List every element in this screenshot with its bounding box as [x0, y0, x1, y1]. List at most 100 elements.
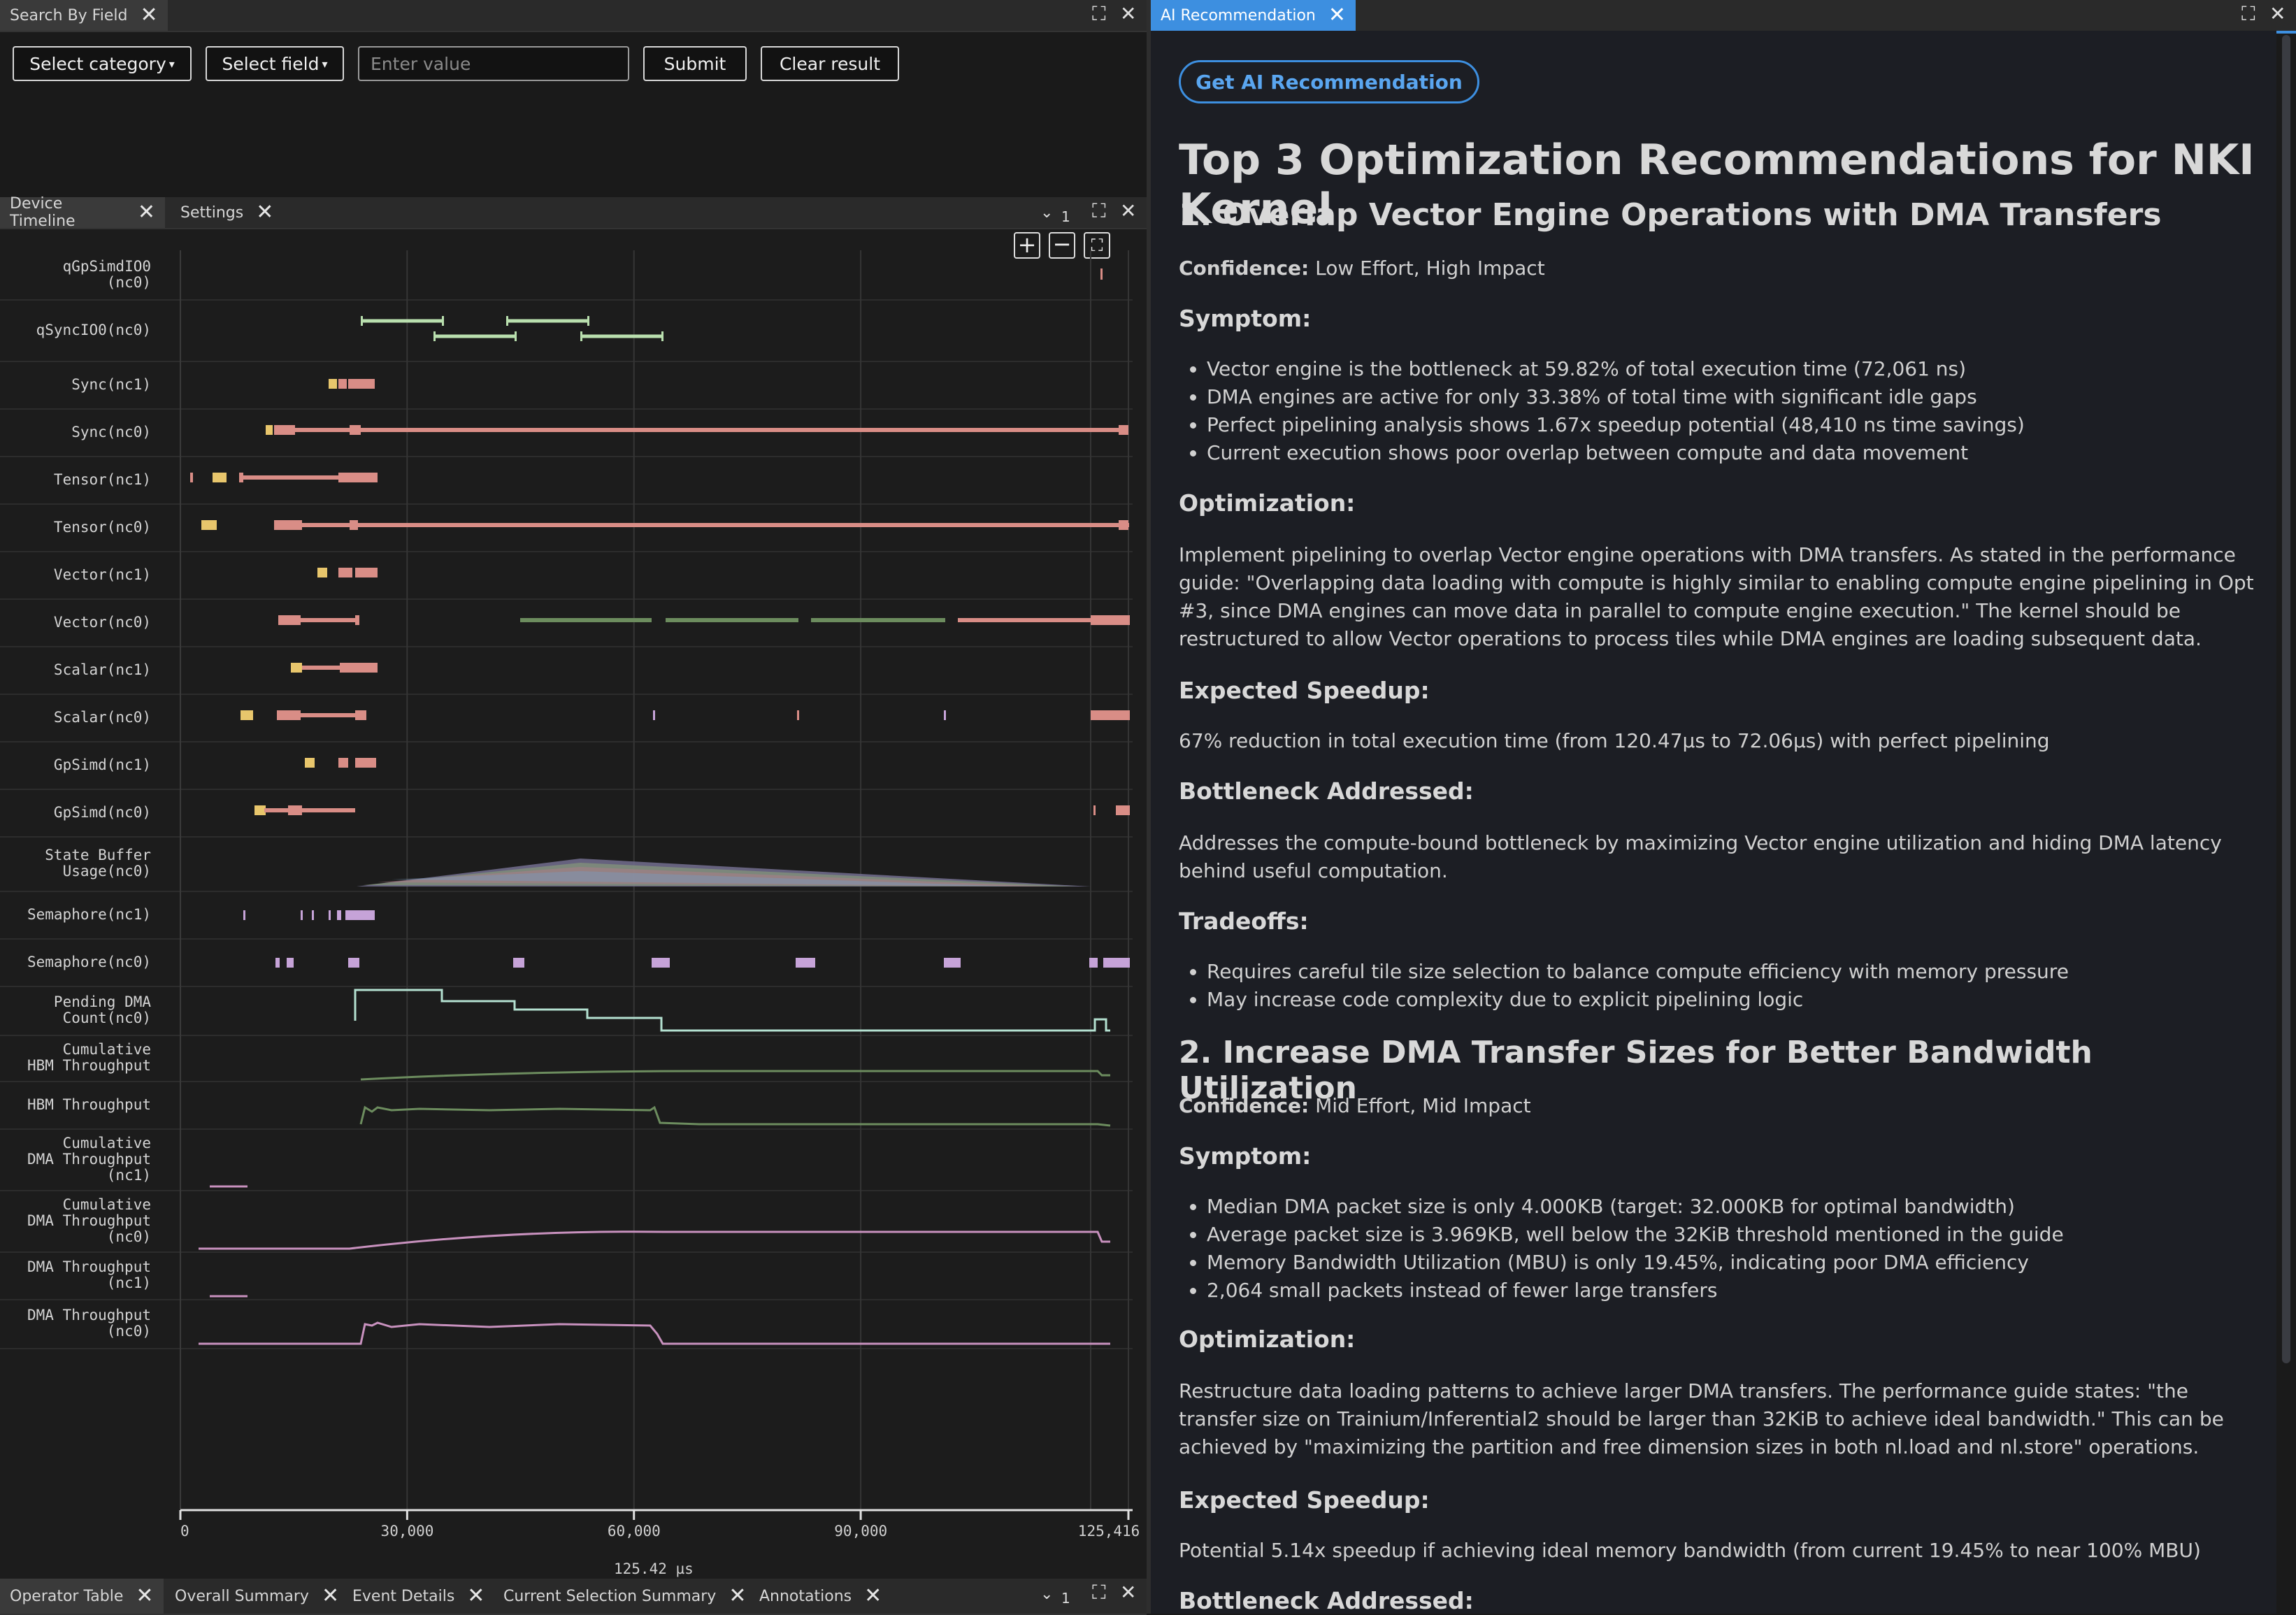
button-label: Get AI Recommendation: [1196, 70, 1463, 94]
timeline-row-label: Tensor(nc1): [53, 471, 151, 488]
row-separator: [0, 938, 1133, 940]
tab-label: Search By Field: [10, 6, 128, 24]
tab-device-timeline[interactable]: Device Timeline ✕: [0, 195, 165, 230]
maximize-icon[interactable]: ⛶: [2241, 2, 2255, 25]
zoom-out-button[interactable]: −: [1049, 232, 1075, 259]
row-separator: [0, 456, 1133, 457]
dropdown-label: Select field: [222, 53, 320, 74]
event-bar: [291, 663, 378, 673]
rec2-optimization-heading: Optimization:: [1179, 1326, 1356, 1353]
rec2-bottleneck-heading: Bottleneck Addressed:: [1179, 1587, 1474, 1614]
tab-label: Event Details: [352, 1587, 455, 1605]
panel-counter: 1: [1061, 1590, 1070, 1607]
panel-splitter[interactable]: [1147, 0, 1151, 1614]
close-icon[interactable]: ✕: [467, 1584, 485, 1608]
event-bar: [254, 805, 1130, 815]
get-ai-recommendation-button[interactable]: Get AI Recommendation: [1179, 60, 1479, 103]
maximize-icon[interactable]: ⛶: [1092, 199, 1106, 222]
tab-ai-recommendation[interactable]: AI Recommendation ✕: [1151, 0, 1356, 31]
rec1-tradeoffs-heading: Tradeoffs:: [1179, 907, 1309, 935]
clear-result-button[interactable]: Clear result: [761, 46, 899, 81]
close-icon[interactable]: ✕: [140, 3, 158, 27]
zoom-in-button[interactable]: +: [1014, 232, 1040, 259]
event-bar: [243, 910, 375, 920]
rec2-speedup-text: Potential 5.14x speedup if achieving ide…: [1179, 1539, 2201, 1562]
fit-view-button[interactable]: ⛶: [1084, 232, 1110, 259]
chevron-down-icon[interactable]: ⌄: [1040, 204, 1054, 222]
ai-recommendation-content: Get AI Recommendation Top 3 Optimization…: [1151, 31, 2276, 1614]
tab-current-selection-summary[interactable]: Current Selection Summary ✕: [494, 1579, 756, 1614]
close-icon[interactable]: ✕: [1120, 2, 1137, 25]
submit-button[interactable]: Submit: [643, 46, 747, 81]
timeline-canvas[interactable]: [0, 229, 1147, 1572]
timeline-row-label: qGpSimdIO0 (nc0): [62, 258, 151, 291]
list-item: Memory Bandwidth Utilization (MBU) is on…: [1207, 1249, 2064, 1277]
select-category-dropdown[interactable]: Select category ▾: [13, 46, 192, 81]
event-bar: [362, 319, 663, 338]
rec1-symptom-list: Vector engine is the bottleneck at 59.82…: [1151, 355, 2025, 467]
row-separator: [0, 551, 1133, 552]
panel-counter: 1: [1061, 208, 1070, 225]
submit-label: Submit: [663, 53, 726, 74]
list-item: 2,064 small packets instead of fewer lar…: [1207, 1277, 2064, 1305]
tab-annotations[interactable]: Annotations ✕: [749, 1579, 891, 1614]
list-item: Vector engine is the bottleneck at 59.82…: [1207, 355, 2025, 383]
value-input[interactable]: Enter value: [358, 46, 629, 81]
timeline-row-label: GpSimd(nc0): [53, 803, 151, 821]
list-item: Average packet size is 3.969KB, well bel…: [1207, 1221, 2064, 1249]
timeline-row-label: Vector(nc1): [53, 566, 151, 583]
tab-search-by-field[interactable]: Search By Field ✕: [0, 0, 168, 31]
row-separator: [0, 1081, 1133, 1082]
caret-down-icon: ▾: [322, 57, 328, 71]
close-icon[interactable]: ✕: [1328, 3, 1346, 27]
timeline-row-label: Scalar(nc1): [53, 661, 151, 678]
maximize-icon[interactable]: ⛶: [1092, 2, 1106, 25]
dropdown-label: Select category: [29, 53, 166, 74]
close-icon[interactable]: ✕: [256, 200, 274, 224]
row-separator: [0, 1190, 1133, 1191]
event-bar: [278, 615, 1130, 625]
event-bar: [329, 379, 375, 389]
timeline-row-label: Pending DMA Count(nc0): [53, 993, 151, 1026]
close-icon[interactable]: ✕: [1120, 1581, 1137, 1604]
timeline-row-label: Sync(nc0): [71, 423, 151, 440]
close-icon[interactable]: ✕: [136, 1584, 154, 1608]
page-title: Top 3 Optimization Recommendations for N…: [1179, 136, 2255, 234]
tab-settings[interactable]: Settings ✕: [171, 197, 283, 228]
row-separator: [0, 891, 1133, 892]
rec1-heading: 1. Overlap Vector Engine Operations with…: [1179, 197, 2162, 233]
rec1-bottleneck-text: Addresses the compute-bound bottleneck b…: [1179, 831, 2222, 882]
timeline-row-label: Scalar(nc0): [53, 708, 151, 726]
close-icon[interactable]: ✕: [729, 1584, 747, 1608]
rec1-optimization-text: Implement pipelining to overlap Vector e…: [1179, 543, 2254, 650]
close-icon[interactable]: ✕: [864, 1584, 882, 1608]
caret-down-icon: ▾: [168, 57, 175, 71]
bottom-tabbar: [0, 1579, 1147, 1615]
row-separator: [0, 1128, 1133, 1130]
timeline-body: [0, 229, 1147, 1579]
rec1-tradeoffs-list: Requires careful tile size selection to …: [1151, 958, 2069, 1014]
axis-tick-label: 30,000: [380, 1523, 434, 1539]
timeline-row-label: Sync(nc1): [71, 375, 151, 393]
list-item: Requires careful tile size selection to …: [1207, 958, 2069, 986]
maximize-icon[interactable]: ⛶: [1092, 1581, 1106, 1604]
close-icon[interactable]: ✕: [321, 1584, 340, 1608]
tab-overall-summary[interactable]: Overall Summary ✕: [165, 1579, 349, 1614]
chevron-down-icon[interactable]: ⌄: [1040, 1586, 1054, 1603]
rec1-symptom-heading: Symptom:: [1179, 305, 1312, 332]
tab-label: Operator Table: [10, 1587, 124, 1605]
scrollbar-thumb[interactable]: [2282, 35, 2290, 1363]
timeline-row-label: DMA Throughput (nc1): [27, 1258, 151, 1291]
close-icon[interactable]: ✕: [2269, 2, 2286, 25]
list-item: May increase code complexity due to expl…: [1207, 986, 2069, 1014]
tab-label: AI Recommendation: [1161, 6, 1316, 24]
close-icon[interactable]: ✕: [1120, 199, 1137, 222]
list-item: Perfect pipelining analysis shows 1.67x …: [1207, 411, 2025, 439]
close-icon[interactable]: ✕: [137, 200, 155, 224]
value-placeholder: Enter value: [371, 53, 471, 74]
row-separator: [0, 503, 1133, 505]
event-bar: [305, 758, 376, 768]
tab-event-details[interactable]: Event Details ✕: [343, 1579, 494, 1614]
tab-operator-table[interactable]: Operator Table ✕: [0, 1579, 164, 1614]
select-field-dropdown[interactable]: Select field ▾: [206, 46, 344, 81]
